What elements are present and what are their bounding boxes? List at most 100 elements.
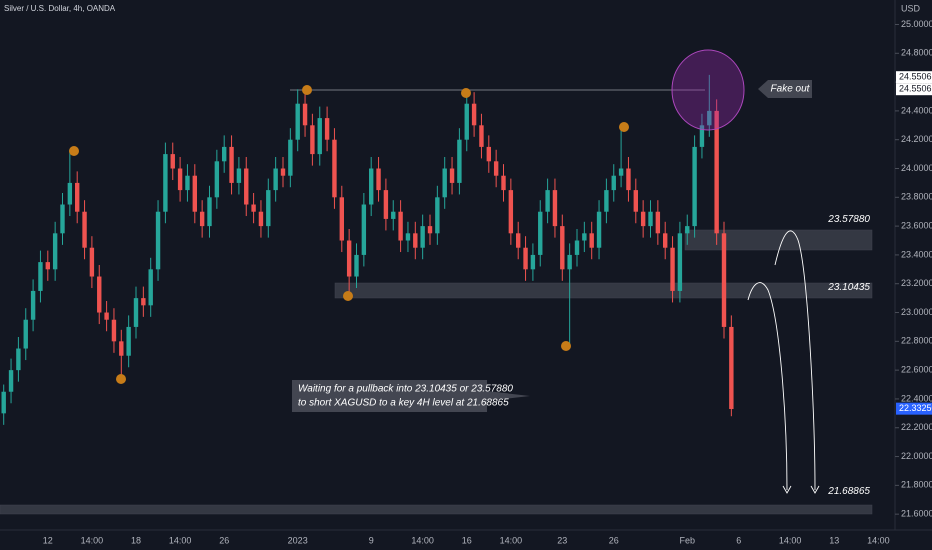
candle-body [75, 182, 80, 212]
candle-body [324, 118, 330, 140]
candle-body [383, 190, 389, 219]
candle-body [729, 326, 734, 410]
candle-body [692, 146, 697, 227]
x-tick-label: 9 [369, 535, 374, 545]
candle-body [493, 161, 499, 176]
price-tag [896, 71, 932, 84]
x-tick-label: 26 [609, 535, 619, 545]
y-tick-label: 25.00000 [901, 19, 932, 29]
pivot-dot [69, 146, 79, 156]
y-tick-label: 23.80000 [901, 192, 932, 202]
x-tick-label: 26 [219, 535, 229, 545]
pivot-dot [302, 85, 312, 95]
candle-body [560, 226, 565, 270]
pivot-dot [561, 341, 571, 351]
level-label: 21.68865 [827, 486, 870, 497]
candle-body [288, 139, 293, 176]
y-tick-label: 22.40000 [901, 393, 932, 403]
x-tick-label: 16 [462, 535, 472, 545]
candle-body [714, 110, 719, 234]
pivot-dot [619, 122, 629, 132]
chart-title: Silver / U.S. Dollar, 4h, OANDA [4, 4, 116, 13]
candle-body [442, 168, 447, 198]
candle-body [45, 262, 50, 270]
candle-body [52, 233, 58, 270]
candle-body [119, 341, 124, 356]
candle-body [133, 298, 139, 327]
candle-body [89, 247, 95, 277]
candle-body [214, 161, 220, 198]
candle-body [574, 240, 580, 255]
candle-body [30, 290, 36, 320]
candle-body [332, 139, 337, 198]
pivot-dot [343, 291, 353, 301]
y-tick-label: 23.00000 [901, 307, 932, 317]
candle-body [177, 168, 183, 191]
arrow-head [782, 485, 792, 494]
candle-body [354, 254, 359, 277]
candle-body [582, 233, 587, 241]
x-tick-label: 14:00 [169, 535, 192, 545]
y-tick-label: 24.80000 [901, 48, 932, 58]
candle-body [508, 190, 514, 234]
currency-label: USD [901, 3, 921, 13]
candle-body [199, 211, 205, 227]
candle-body [552, 190, 558, 227]
price-tag [896, 83, 932, 96]
candle-body [104, 312, 109, 320]
candle-body [596, 211, 602, 248]
x-tick-label: 18 [131, 535, 141, 545]
candle-body [707, 110, 712, 126]
x-tick-label: 2023 [288, 535, 308, 545]
candle-body [427, 226, 433, 234]
callout-box [758, 80, 812, 98]
x-tick-label: 14:00 [779, 535, 802, 545]
candle-body [310, 125, 315, 155]
overlays: Fake out Waiting for a pullback into 23.… [69, 49, 820, 494]
candle-body [413, 233, 418, 248]
candle-body [618, 168, 624, 176]
candle-body [16, 348, 21, 371]
candle-body [280, 168, 286, 176]
candle-body [251, 204, 256, 212]
note-text: Waiting for a pullback into 23.10435 or … [298, 384, 513, 395]
price-tag-label: 24.55066 [899, 84, 932, 94]
x-tick-label: 6 [736, 535, 741, 545]
candle-body [479, 125, 484, 147]
candle-body [699, 125, 705, 147]
note-box [292, 380, 530, 412]
candle-body [222, 146, 227, 162]
candle-body [273, 168, 278, 191]
candle-body [38, 262, 43, 291]
candle-body [663, 233, 668, 248]
candle-body [501, 175, 506, 191]
candle-body [207, 197, 212, 227]
y-tick-label: 24.20000 [901, 134, 932, 144]
candle-body [648, 211, 653, 227]
pivot-dot [116, 374, 126, 384]
candle-body [464, 103, 469, 140]
x-tick-label: 14:00 [411, 535, 434, 545]
candle-body [391, 211, 396, 219]
candle-body [611, 175, 616, 191]
price-tag-label: 24.55066 [899, 72, 932, 82]
candle-body [589, 233, 594, 248]
candle-body [516, 233, 521, 248]
candle-body [640, 211, 646, 227]
y-tick-label: 24.40000 [901, 105, 932, 115]
x-tick-label: 23 [557, 535, 567, 545]
x-tick-label: 14:00 [81, 535, 104, 545]
x-tick-label: 12 [43, 535, 53, 545]
candle-body [677, 233, 683, 291]
note-text: to short XAGUSD to a key 4H level at 21.… [298, 398, 509, 409]
y-tick-label: 23.40000 [901, 249, 932, 259]
candles [1, 74, 734, 425]
x-tick-label: 14:00 [500, 535, 523, 545]
level-label: 23.57880 [827, 214, 870, 225]
candle-body [244, 168, 249, 205]
candle-body [486, 146, 491, 162]
price-tag [896, 402, 932, 415]
candle-body [126, 326, 131, 356]
y-tick-label: 23.20000 [901, 278, 932, 288]
candle-body [420, 226, 425, 248]
